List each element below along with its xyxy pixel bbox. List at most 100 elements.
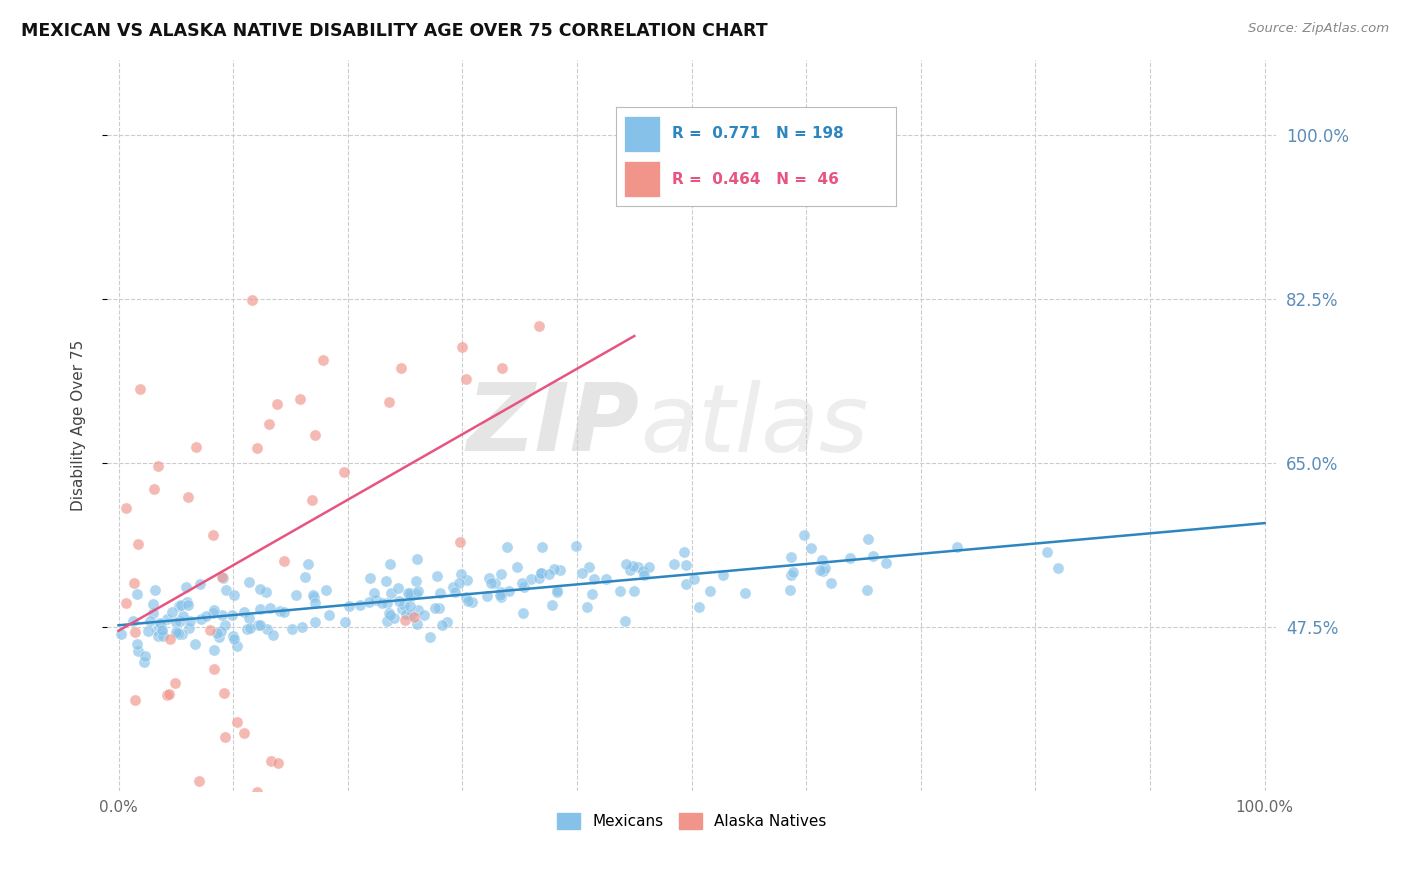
Point (546, 585, 568, 599)
Point (179, 614, 201, 628)
Point (427, 601, 450, 615)
Point (259, 601, 281, 615)
Point (392, 598, 415, 612)
Point (262, 628, 284, 642)
Point (236, 622, 259, 636)
Point (454, 371, 477, 385)
Point (301, 492, 323, 507)
Point (165, 615, 187, 629)
Point (188, 577, 211, 591)
Point (1047, 561, 1070, 575)
Point (238, 611, 260, 625)
Point (380, 585, 402, 599)
Point (456, 591, 478, 605)
Point (212, 571, 235, 585)
Point (638, 560, 661, 574)
Point (214, 686, 236, 700)
Point (125, 637, 148, 651)
Point (391, 602, 413, 616)
Point (246, 785, 269, 799)
Point (631, 564, 654, 578)
Point (699, 584, 721, 599)
Point (396, 586, 419, 600)
Point (423, 600, 446, 615)
Point (946, 540, 969, 554)
Point (170, 598, 193, 612)
Point (273, 605, 295, 619)
Point (875, 557, 897, 571)
Point (134, 649, 156, 664)
Point (266, 397, 288, 411)
Point (257, 417, 280, 431)
Point (780, 568, 803, 582)
Point (233, 726, 256, 740)
Point (233, 605, 256, 619)
Legend: Mexicans, Alaska Natives: Mexicans, Alaska Natives (551, 807, 832, 836)
Point (399, 599, 422, 614)
Point (621, 559, 644, 574)
Point (124, 624, 146, 639)
Point (150, 624, 173, 639)
Point (406, 617, 429, 632)
Point (214, 730, 236, 744)
Point (489, 566, 512, 581)
Point (202, 603, 225, 617)
Point (302, 590, 325, 604)
Point (149, 615, 172, 630)
Point (239, 622, 262, 636)
Point (143, 482, 166, 496)
Point (793, 528, 815, 542)
Point (333, 615, 356, 629)
Point (315, 583, 337, 598)
Point (447, 576, 470, 591)
Point (401, 589, 423, 603)
Point (581, 587, 603, 601)
Point (811, 553, 834, 567)
Point (546, 583, 568, 598)
Point (814, 560, 837, 574)
Point (811, 564, 834, 578)
Point (858, 532, 880, 546)
Point (862, 549, 884, 563)
Point (150, 623, 173, 637)
Point (170, 627, 193, 641)
Point (477, 590, 499, 604)
Point (394, 613, 416, 627)
Point (456, 574, 478, 588)
Point (246, 441, 269, 455)
Point (430, 618, 453, 632)
Point (281, 622, 304, 636)
Point (498, 584, 520, 599)
Point (537, 567, 560, 582)
Point (224, 588, 246, 602)
Point (211, 607, 233, 622)
Point (337, 599, 360, 613)
Point (436, 615, 458, 629)
Point (146, 458, 169, 473)
Point (177, 490, 200, 504)
Point (527, 571, 550, 585)
Point (450, 566, 472, 581)
Y-axis label: Disability Age Over 75: Disability Age Over 75 (72, 340, 86, 511)
Point (489, 590, 512, 604)
Point (371, 596, 394, 610)
Point (172, 609, 194, 624)
Point (578, 559, 600, 574)
Point (177, 621, 200, 635)
Point (127, 587, 149, 601)
Point (413, 608, 436, 623)
Point (529, 566, 551, 581)
Point (808, 563, 831, 577)
Point (304, 596, 326, 610)
Point (127, 536, 149, 550)
Point (489, 584, 512, 599)
Point (491, 361, 513, 376)
Point (779, 582, 801, 597)
Point (156, 612, 179, 626)
Point (167, 626, 190, 640)
Text: ZIP: ZIP (467, 379, 638, 471)
Point (405, 574, 427, 589)
Point (294, 570, 316, 584)
Point (167, 599, 190, 614)
Point (145, 623, 167, 637)
